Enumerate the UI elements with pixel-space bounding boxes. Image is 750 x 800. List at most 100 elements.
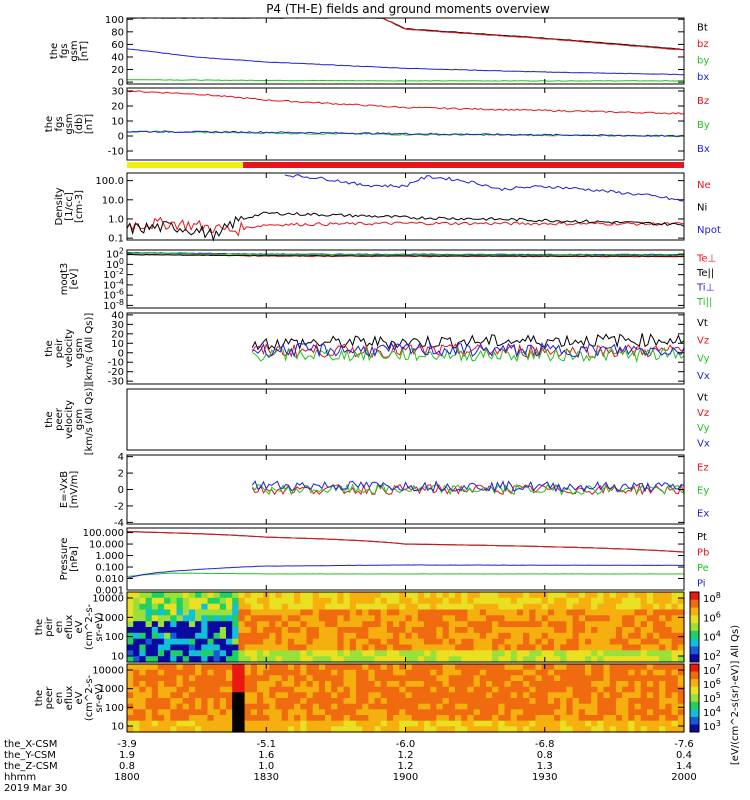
heatmap-cell: [560, 656, 567, 663]
ytick-label: 100: [105, 703, 124, 714]
heatmap-cell: [523, 664, 530, 671]
heatmap-cell: [182, 703, 190, 710]
heatmap-cell: [430, 669, 438, 676]
heatmap-cell: [207, 709, 215, 716]
heatmap-cell: [628, 703, 636, 710]
heatmap-cell: [665, 656, 673, 663]
heatmap-cell: [473, 709, 481, 716]
heatmap-cell: [201, 650, 209, 657]
ytick-label: -10: [108, 147, 124, 158]
heatmap-cell: [151, 698, 159, 705]
heatmap-cell: [244, 609, 252, 616]
heatmap-cell: [622, 644, 629, 651]
heatmap-cell: [436, 669, 444, 676]
heatmap-cell: [535, 681, 543, 688]
heatmap-cell: [133, 664, 140, 671]
ylabel-s2: eflux: [64, 686, 75, 711]
heatmap-cell: [436, 709, 444, 716]
heatmap-cell: [300, 597, 308, 605]
heatmap-cell: [188, 664, 196, 671]
heatmap-cell: [318, 681, 326, 688]
legend-p5-Vt: Vt: [697, 318, 708, 329]
heatmap-cell: [232, 709, 239, 716]
colorbar-tick: 102: [703, 649, 721, 663]
heatmap-cell: [622, 609, 629, 616]
heatmap-cell: [665, 627, 673, 634]
heatmap-cell: [677, 597, 685, 605]
heatmap-cell: [238, 726, 246, 733]
heatmap-cell: [411, 664, 419, 671]
ylabel-p3: Density: [54, 187, 65, 225]
heatmap-cell: [473, 720, 481, 727]
heatmap-cell: [504, 656, 512, 663]
heatmap-cell: [436, 715, 444, 722]
heatmap-cell: [343, 621, 351, 628]
heatmap-cell: [653, 675, 660, 682]
heatmap-cell: [182, 597, 190, 605]
heatmap-cell: [615, 720, 623, 727]
heatmap-cell: [281, 650, 289, 657]
ytick-label: 0: [118, 348, 124, 359]
heatmap-cell: [263, 627, 270, 634]
heatmap-cell: [622, 681, 629, 688]
heatmap-cell: [250, 644, 258, 651]
heatmap-cell: [380, 597, 388, 605]
heatmap-cell: [597, 698, 605, 705]
heatmap-cell: [356, 638, 363, 646]
heatmap-cell: [430, 638, 438, 646]
heatmap-cell: [275, 650, 283, 657]
colorbar-tick: 104: [703, 630, 721, 644]
heatmap-cell: [467, 597, 475, 605]
heatmap-cell: [554, 720, 561, 727]
heatmap-cell: [640, 703, 648, 710]
heatmap-cell: [133, 726, 140, 733]
heatmap-cell: [188, 621, 196, 628]
heatmap-cell: [201, 698, 209, 705]
heatmap-cell: [461, 709, 468, 716]
heatmap-cell: [461, 656, 468, 663]
heatmap-cell: [386, 664, 394, 671]
heatmap-cell: [362, 715, 369, 722]
heatmap-cell: [207, 621, 215, 628]
heatmap-cell: [213, 650, 221, 657]
heatmap-cell: [473, 692, 481, 699]
ytick-label: 10: [111, 652, 124, 663]
colorbar-cell: [690, 686, 699, 695]
xaxis-value: -3.9: [117, 739, 137, 750]
heatmap-cell: [541, 644, 549, 651]
xaxis-value: 1830: [254, 772, 279, 783]
heatmap-cell: [337, 627, 345, 634]
heatmap-cell: [133, 603, 140, 611]
heatmap-cell: [287, 709, 295, 716]
heatmap-cell: [467, 703, 475, 710]
heatmap-cell: [188, 597, 196, 605]
heatmap-cell: [269, 592, 277, 599]
heatmap-cell: [665, 715, 673, 722]
heatmap-cell: [578, 681, 586, 688]
heatmap-cell: [535, 609, 543, 616]
heatmap-cell: [133, 627, 140, 634]
ytick-label: 1.000: [95, 551, 124, 562]
heatmap-cell: [566, 627, 574, 634]
heatmap-cell: [269, 644, 277, 651]
heatmap-cell: [356, 720, 363, 727]
heatmap-cell: [609, 627, 617, 634]
heatmap-cell: [374, 709, 382, 716]
heatmap-cell: [467, 715, 475, 722]
heatmap-cell: [653, 597, 660, 605]
heatmap-cell: [436, 720, 444, 727]
heatmap-cell: [547, 632, 555, 640]
heatmap-cell: [145, 597, 153, 605]
heatmap-cell: [226, 603, 233, 611]
heatmap-cell: [473, 609, 481, 616]
heatmap-cell: [479, 615, 487, 622]
heatmap-cell: [547, 597, 555, 605]
colorbar-cell: [690, 709, 699, 718]
heatmap-cell: [430, 644, 438, 651]
heatmap-cell: [554, 627, 561, 634]
heatmap-cell: [312, 715, 320, 722]
heatmap-cell: [442, 715, 450, 722]
heatmap-cell: [653, 715, 660, 722]
heatmap-cell: [306, 615, 314, 622]
